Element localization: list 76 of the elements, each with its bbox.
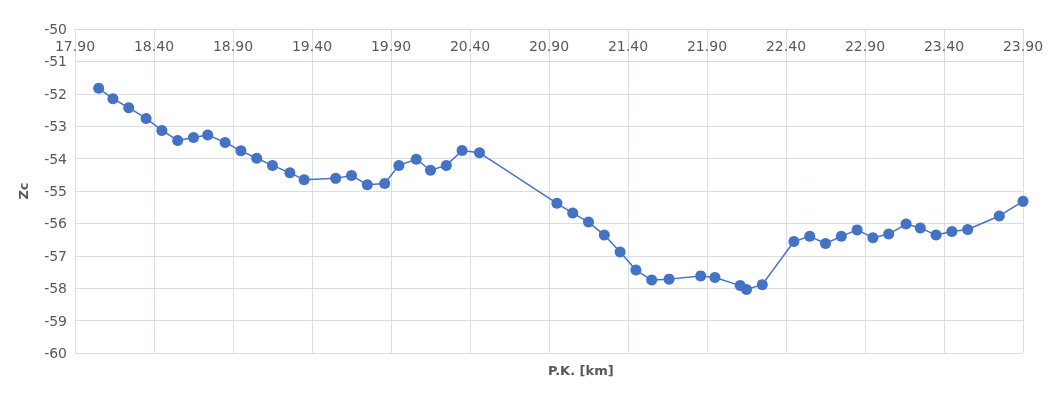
point	[107, 93, 119, 105]
point	[962, 224, 974, 236]
point	[551, 197, 563, 209]
point	[804, 230, 816, 242]
point	[284, 167, 296, 179]
point	[219, 136, 231, 148]
point	[914, 222, 926, 234]
point	[156, 124, 168, 136]
point	[788, 236, 800, 248]
y-tick-label: -52	[44, 85, 67, 102]
point	[741, 284, 752, 295]
x-tick-label: 19.90	[370, 38, 412, 54]
point	[188, 132, 199, 144]
point	[614, 246, 626, 258]
point	[695, 270, 707, 282]
point	[346, 169, 357, 181]
point	[140, 112, 152, 124]
y-tick-label: -56	[44, 215, 68, 232]
x-tick-label: 23.90	[1002, 38, 1044, 54]
point	[583, 216, 594, 228]
point	[361, 179, 373, 191]
point	[646, 274, 658, 286]
point	[93, 82, 105, 94]
point	[993, 210, 1005, 222]
x-tick-label: 17.90	[54, 38, 96, 54]
point	[235, 145, 247, 157]
point	[663, 273, 675, 285]
point	[202, 129, 214, 141]
point	[709, 272, 721, 283]
y-tick-label: -60	[44, 345, 67, 361]
x-tick-label: 20.90	[528, 38, 570, 54]
y-tick-label: -59	[44, 312, 67, 329]
point	[851, 224, 863, 236]
point	[835, 230, 847, 242]
x-axis-title: P.K. [km]	[548, 363, 614, 378]
x-tick-label: 19.40	[291, 38, 333, 54]
y-tick-label: -53	[44, 118, 67, 135]
y-tick-label: -50	[44, 21, 67, 37]
point	[473, 147, 485, 159]
y-axis-title: Zc	[16, 182, 31, 200]
point	[172, 134, 184, 146]
y-tick-label: -58	[44, 280, 67, 297]
point	[567, 207, 579, 219]
x-tick-label: 22.40	[765, 38, 807, 54]
y-tick-label: -55	[44, 183, 67, 199]
point	[123, 102, 135, 114]
point	[379, 178, 391, 190]
point	[251, 152, 263, 164]
x-tick-label: 18.90	[212, 38, 254, 54]
point	[930, 229, 942, 241]
point	[820, 237, 831, 249]
point	[867, 232, 879, 244]
point	[756, 279, 768, 291]
x-tick-label: 18.40	[133, 38, 175, 54]
point	[330, 172, 342, 184]
point	[900, 218, 912, 230]
point	[598, 229, 610, 241]
point	[630, 264, 642, 276]
x-tick-label: 21.90	[686, 38, 728, 54]
y-tick-label: -51	[44, 53, 67, 70]
x-tick-label: 23.40	[923, 38, 965, 54]
point	[298, 174, 310, 186]
y-tick-label: -57	[44, 247, 67, 264]
point	[425, 164, 436, 176]
point	[946, 226, 958, 237]
point	[1017, 195, 1029, 207]
x-tick-label: 21.40	[607, 38, 649, 54]
point	[393, 159, 405, 171]
x-tick-label: 20.40	[449, 38, 491, 54]
point	[456, 145, 468, 156]
point	[410, 153, 422, 165]
point	[440, 159, 452, 171]
y-tick-label: -54	[44, 150, 68, 167]
point	[883, 228, 895, 240]
x-tick-label: 22.90	[844, 38, 886, 54]
point	[267, 159, 278, 171]
